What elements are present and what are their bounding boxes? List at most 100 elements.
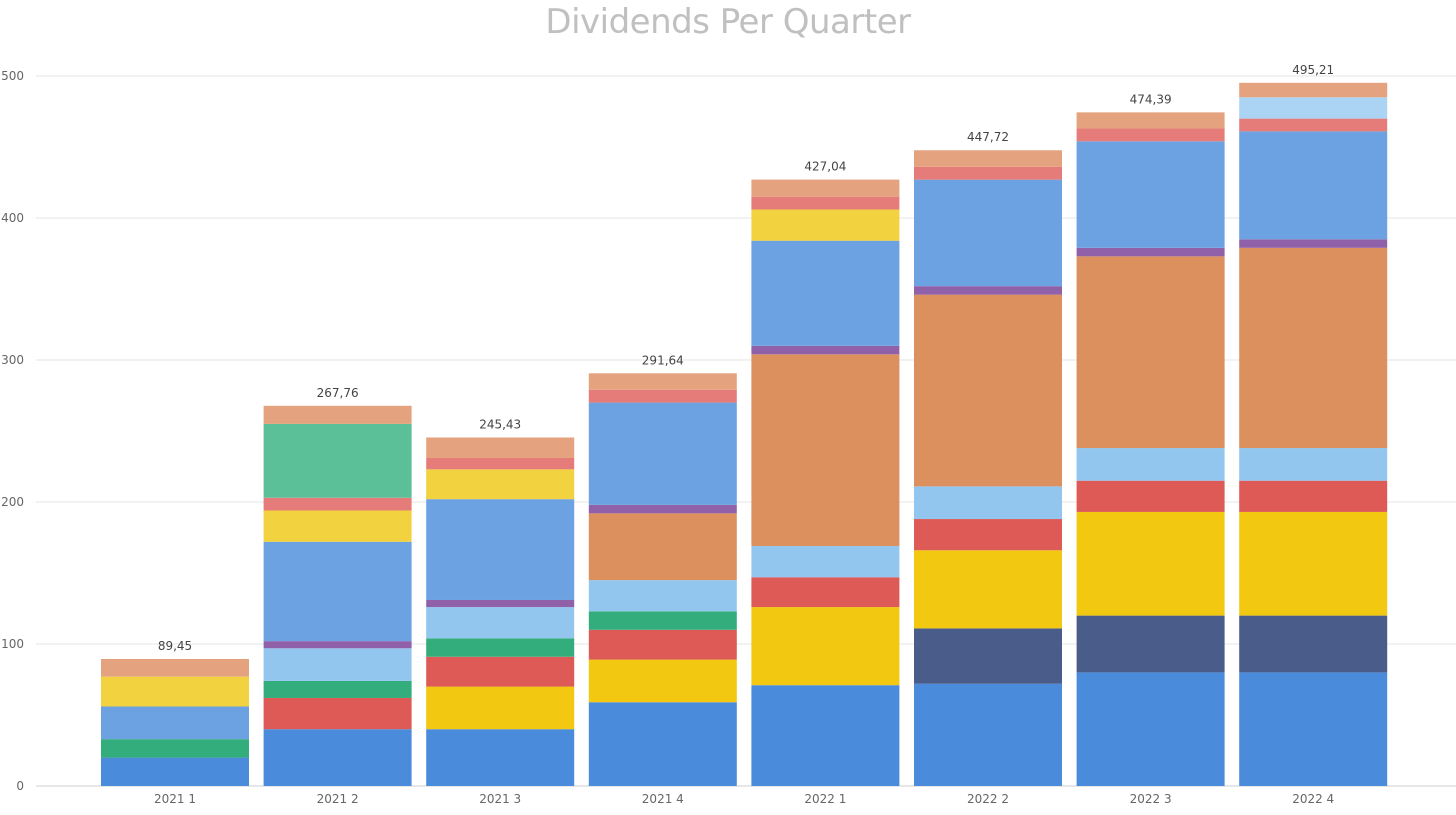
bar-segment bbox=[426, 437, 575, 458]
bar-segment bbox=[101, 757, 249, 786]
bar-segment bbox=[426, 607, 575, 639]
bar-segment bbox=[101, 706, 249, 740]
bar-segment bbox=[914, 486, 1062, 520]
bar-segment bbox=[1239, 118, 1388, 132]
bar-segment bbox=[1076, 511, 1225, 616]
bar-segment bbox=[751, 607, 900, 686]
chart-title: Dividends Per Quarter bbox=[545, 2, 911, 42]
bar-segment bbox=[1239, 239, 1388, 248]
bar-segment bbox=[1239, 82, 1388, 98]
bar-segment bbox=[263, 405, 412, 424]
bar-total-label: 427,04 bbox=[804, 160, 846, 174]
bar-segment bbox=[263, 641, 412, 649]
bar-segment bbox=[263, 541, 412, 642]
y-tick-label: 300 bbox=[1, 353, 24, 367]
bar-segment bbox=[1239, 131, 1388, 240]
bar-segment bbox=[426, 457, 575, 470]
bar-segment bbox=[263, 680, 412, 698]
bar-segment bbox=[588, 611, 737, 630]
bar-segment bbox=[1239, 615, 1388, 673]
bar-segment bbox=[426, 469, 575, 500]
bar-segment bbox=[101, 658, 249, 677]
y-tick-label: 200 bbox=[1, 495, 24, 509]
bar-segment bbox=[1076, 128, 1225, 142]
bar-segment bbox=[1239, 511, 1388, 616]
x-tick-label: 2021 3 bbox=[479, 792, 521, 806]
bar-total-label: 291,64 bbox=[642, 353, 684, 367]
bar-segment bbox=[751, 179, 900, 197]
bar-total-label: 89,45 bbox=[158, 639, 192, 653]
bar-segment bbox=[588, 580, 737, 612]
y-tick-label: 400 bbox=[1, 211, 24, 225]
bar-segment bbox=[426, 599, 575, 608]
bar-segment bbox=[1076, 112, 1225, 129]
bar-segment bbox=[914, 166, 1062, 180]
x-tick-label: 2022 2 bbox=[967, 792, 1009, 806]
bar-segment bbox=[1239, 247, 1388, 449]
bar-segment bbox=[751, 209, 900, 241]
y-tick-label: 100 bbox=[1, 637, 24, 651]
bar-segment bbox=[1239, 97, 1388, 119]
bar-segment bbox=[263, 423, 412, 498]
bar-segment bbox=[1076, 448, 1225, 481]
bar-segment bbox=[426, 656, 575, 687]
bar-segment bbox=[101, 676, 249, 707]
bar-segment bbox=[588, 389, 737, 403]
bar-segment bbox=[588, 513, 737, 581]
bar-segment bbox=[1239, 672, 1388, 786]
bar-segment bbox=[1076, 141, 1225, 248]
bar-segment bbox=[588, 629, 737, 660]
bar-segment bbox=[751, 685, 900, 786]
bar-segment bbox=[1076, 256, 1225, 449]
bar-segment bbox=[914, 294, 1062, 487]
bar-segment bbox=[101, 739, 249, 758]
x-tick-label: 2021 2 bbox=[317, 792, 359, 806]
bar-segment bbox=[588, 504, 737, 514]
bar-total-label: 447,72 bbox=[967, 130, 1009, 144]
bar-segment bbox=[1076, 480, 1225, 512]
bar-segment bbox=[426, 638, 575, 657]
bar-segment bbox=[263, 697, 412, 730]
bar-segment bbox=[914, 519, 1062, 551]
bar-segment bbox=[751, 345, 900, 355]
bar-segment bbox=[1239, 480, 1388, 512]
bar-total-label: 245,43 bbox=[479, 417, 521, 431]
bar-segment bbox=[751, 354, 900, 547]
y-tick-label: 500 bbox=[1, 69, 24, 83]
bar-segment bbox=[263, 648, 412, 681]
bar-segment bbox=[263, 510, 412, 542]
bar-segment bbox=[751, 240, 900, 346]
bar-segment bbox=[914, 683, 1062, 786]
y-tick-label: 0 bbox=[16, 779, 24, 793]
bar-segment bbox=[426, 499, 575, 600]
bar-total-label: 267,76 bbox=[317, 386, 359, 400]
bar-segment bbox=[263, 497, 412, 511]
x-tick-label: 2021 1 bbox=[154, 792, 196, 806]
x-tick-label: 2022 4 bbox=[1292, 792, 1334, 806]
bar-segment bbox=[914, 150, 1062, 167]
bar-segment bbox=[588, 373, 737, 390]
bar-segment bbox=[1076, 615, 1225, 673]
bar-segment bbox=[1076, 247, 1225, 257]
bar-segment bbox=[751, 196, 900, 210]
bar-segment bbox=[914, 628, 1062, 684]
bar-segment bbox=[426, 729, 575, 786]
x-tick-label: 2022 3 bbox=[1130, 792, 1172, 806]
bar-segment bbox=[751, 546, 900, 578]
bar-segment bbox=[914, 286, 1062, 295]
bar-segment bbox=[751, 577, 900, 608]
bar-segment bbox=[588, 659, 737, 703]
bar-segment bbox=[1076, 672, 1225, 786]
bar-segment bbox=[588, 702, 737, 786]
bar-total-label: 495,21 bbox=[1292, 63, 1334, 77]
bar-segment bbox=[914, 550, 1062, 629]
bar-segment bbox=[1239, 448, 1388, 481]
bar-segment bbox=[426, 686, 575, 730]
bar-segment bbox=[588, 402, 737, 505]
x-tick-label: 2021 4 bbox=[642, 792, 684, 806]
bar-segment bbox=[914, 179, 1062, 287]
bar-total-label: 474,39 bbox=[1130, 92, 1172, 106]
bar-segment bbox=[263, 729, 412, 786]
